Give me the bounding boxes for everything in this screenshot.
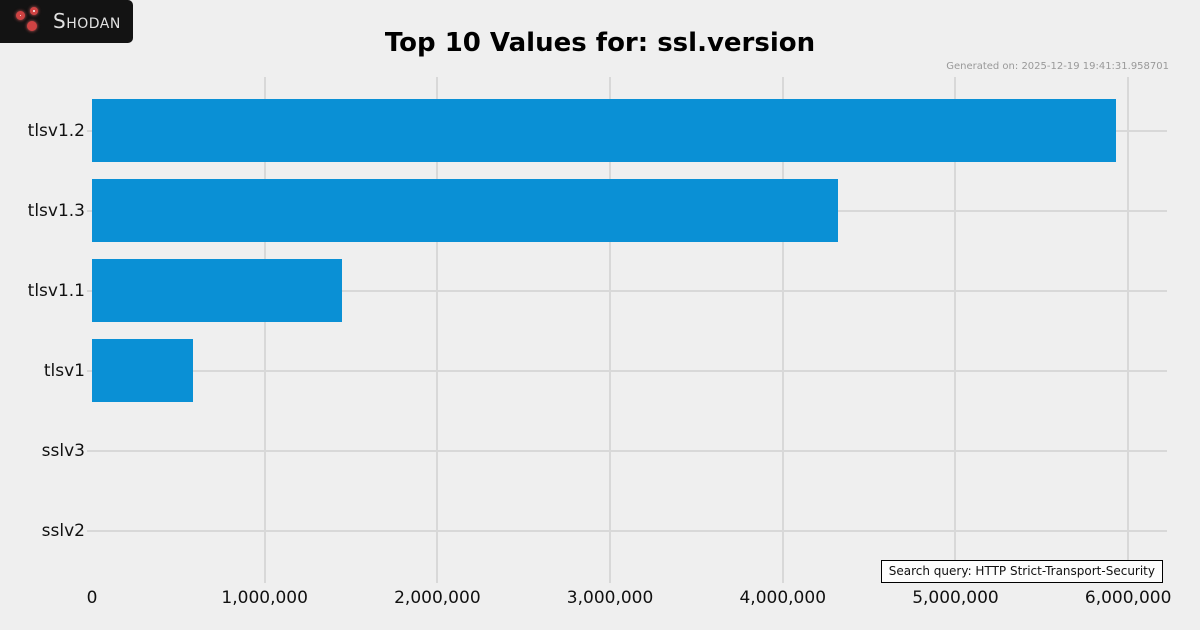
x-tick-label: 0 [86,588,98,608]
logo-circle-icon [27,21,37,31]
y-tick-label: sslv2 [41,521,85,541]
x-gridline [1127,77,1130,577]
bar-tlsv1.1 [92,259,343,323]
bar-tlsv1 [92,339,194,403]
y-tick-label: tlsv1.2 [27,120,85,141]
y-gridline [87,530,1167,532]
x-gridline [609,77,612,577]
y-gridline [87,449,1167,452]
y-tick-label: tlsv1.1 [27,280,85,301]
x-gridline [954,77,957,577]
plot-area [87,77,1167,577]
x-tick-label: 5,000,000 [912,588,999,608]
bar-tlsv1.3 [92,179,839,243]
x-gridline [263,77,266,577]
search-query-box: Search query: HTTP Strict-Transport-Secu… [880,560,1163,583]
y-gridline [87,289,1167,292]
x-tick-mark [781,577,784,583]
shodan-logo-text: Shodan [53,9,121,33]
x-tick-label: 2,000,000 [394,588,481,608]
x-tick-label: 4,000,000 [739,588,827,608]
generated-timestamp: Generated on: 2025-12-19 19:41:31.958701 [946,61,1169,72]
x-tick-mark [609,577,612,583]
bar-tlsv1.2 [92,99,1117,162]
shodan-logo-icon [14,4,52,40]
y-tick-label: tlsv1.3 [27,200,85,221]
x-tick-label: 1,000,000 [221,588,308,608]
page-title: Top 10 Values for: ssl.version [384,28,816,58]
shodan-logo: Shodan [0,0,133,43]
x-tick-mark [263,577,266,583]
x-tick-label: 3,000,000 [566,588,654,608]
y-gridline [87,369,1167,372]
y-tick-label: tlsv1 [43,360,85,381]
y-tick-label: sslv3 [41,440,85,461]
logo-circle-icon [30,7,38,15]
x-gridline [781,77,784,577]
x-tick-mark [436,577,439,583]
x-tick-label: 6,000,000 [1084,588,1172,608]
logo-circle-icon [16,11,25,20]
x-gridline [436,77,439,577]
